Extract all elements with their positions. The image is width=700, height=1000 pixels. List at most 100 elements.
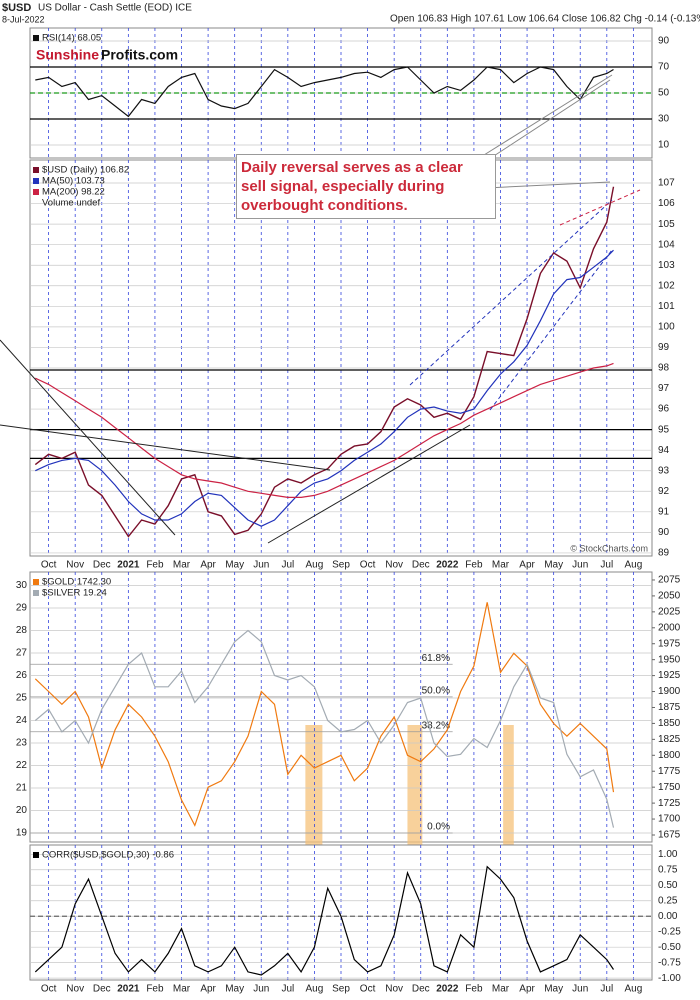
x-tick-label: Aug	[624, 560, 642, 571]
decoration-line	[559, 189, 641, 226]
y-tick-label: 91	[658, 506, 670, 517]
x-tick-label: Feb	[146, 560, 164, 571]
y-tick-label: 92	[658, 486, 670, 497]
legend-label: $SILVER 19.24	[42, 588, 107, 599]
x-tick-label: May	[544, 560, 563, 571]
decoration-line	[489, 249, 613, 411]
x-tick-label: Mar	[492, 560, 510, 571]
x-tick-label: Apr	[519, 984, 535, 995]
y-tick-label: 1950	[658, 654, 681, 665]
legend-swatch	[33, 189, 39, 195]
series-line	[35, 249, 614, 527]
annotation-line: overbought conditions.	[241, 197, 408, 214]
y-tick-label: 1725	[658, 798, 681, 809]
fib-label: 50.0%	[422, 686, 450, 697]
symbol: $USD	[2, 2, 31, 14]
x-tick-label: Jun	[253, 560, 269, 571]
x-tick-label: Dec	[93, 560, 111, 571]
y-tick-label: 2050	[658, 591, 681, 602]
logo-second: Profits.com	[101, 47, 178, 63]
x-tick-label: Apr	[200, 984, 216, 995]
y-tick-label: 30	[16, 580, 28, 591]
x-tick-label: 2022	[436, 560, 459, 571]
x-tick-label: May	[225, 984, 244, 995]
y-tick-label: 101	[658, 301, 675, 312]
x-tick-label: Nov	[385, 984, 403, 995]
y-tick-label: 2000	[658, 622, 681, 633]
y-tick-label: -0.25	[658, 926, 681, 937]
x-tick-label: Feb	[465, 560, 483, 571]
legend-label: Volume undef	[42, 198, 100, 209]
x-tick-label: Dec	[412, 560, 430, 571]
y-tick-label: 1925	[658, 670, 681, 681]
y-tick-label: -0.75	[658, 957, 681, 968]
x-tick-label: 2022	[436, 984, 459, 995]
y-tick-label: 1775	[658, 766, 681, 777]
series-line	[34, 865, 614, 976]
series-line	[34, 186, 615, 538]
x-tick-label: 2021	[117, 560, 140, 571]
decoration-line	[475, 74, 613, 161]
x-tick-label: Oct	[41, 984, 57, 995]
y-tick-label: 98	[658, 363, 670, 374]
y-tick-label: 107	[658, 178, 675, 189]
x-tick-label: Dec	[412, 984, 430, 995]
fib-label: 38.2%	[422, 720, 450, 731]
y-tick-label: 89	[658, 548, 670, 559]
legend-swatch	[33, 579, 39, 585]
y-tick-label: 10	[658, 140, 670, 151]
legend-label: MA(200) 98.22	[42, 187, 105, 198]
y-tick-label: 1700	[658, 814, 681, 825]
date: 8-Jul-2022	[2, 14, 45, 24]
decoration-line	[485, 181, 611, 189]
y-tick-label: 1825	[658, 734, 681, 745]
x-tick-label: Jul	[281, 984, 294, 995]
fib-label: 61.8%	[422, 653, 450, 664]
y-tick-label: 1675	[658, 830, 681, 841]
x-tick-label: Aug	[306, 560, 324, 571]
y-tick-label: 1800	[658, 750, 681, 761]
x-tick-label: Sep	[332, 984, 350, 995]
y-tick-label: 95	[658, 424, 670, 435]
y-tick-label: 19	[16, 828, 28, 839]
decoration-line	[267, 424, 471, 544]
x-tick-label: 2021	[117, 984, 140, 995]
y-tick-label: 28	[16, 625, 28, 636]
x-tick-label: Jun	[572, 560, 588, 571]
quote: Open 106.83 High 107.61 Low 106.64 Close…	[390, 14, 700, 25]
x-tick-label: Mar	[492, 984, 510, 995]
series-line	[34, 629, 615, 828]
x-tick-label: Jun	[253, 984, 269, 995]
y-tick-label: 26	[16, 670, 28, 681]
y-tick-label: 27	[16, 648, 28, 659]
legend-label: $USD (Daily) 106.82	[42, 165, 129, 176]
y-tick-label: 106	[658, 198, 675, 209]
y-tick-label: 100	[658, 322, 675, 333]
y-tick-label: 93	[658, 465, 670, 476]
x-tick-label: Oct	[360, 560, 376, 571]
y-tick-label: -0.50	[658, 942, 681, 953]
y-tick-label: 24	[16, 715, 28, 726]
x-tick-label: Feb	[465, 984, 483, 995]
x-tick-label: Jun	[572, 984, 588, 995]
y-tick-label: 0.25	[658, 895, 678, 906]
y-tick-label: 21	[16, 783, 28, 794]
y-tick-label: -1.00	[658, 973, 681, 984]
x-tick-label: Jul	[600, 560, 613, 571]
logo-first: Sunshine	[36, 47, 99, 63]
y-tick-label: 50	[658, 88, 670, 99]
highlight-band	[503, 725, 514, 905]
legend-swatch	[33, 167, 39, 173]
y-tick-label: 96	[658, 404, 670, 415]
series-line	[35, 362, 614, 498]
fib-label: 0.0%	[427, 822, 450, 833]
y-tick-label: 0.00	[658, 911, 678, 922]
y-tick-label: 94	[658, 445, 670, 456]
y-tick-label: 97	[658, 383, 670, 394]
y-tick-label: 2075	[658, 575, 681, 586]
y-tick-label: 105	[658, 219, 675, 230]
y-tick-label: 23	[16, 738, 28, 749]
x-tick-label: Jul	[281, 560, 294, 571]
